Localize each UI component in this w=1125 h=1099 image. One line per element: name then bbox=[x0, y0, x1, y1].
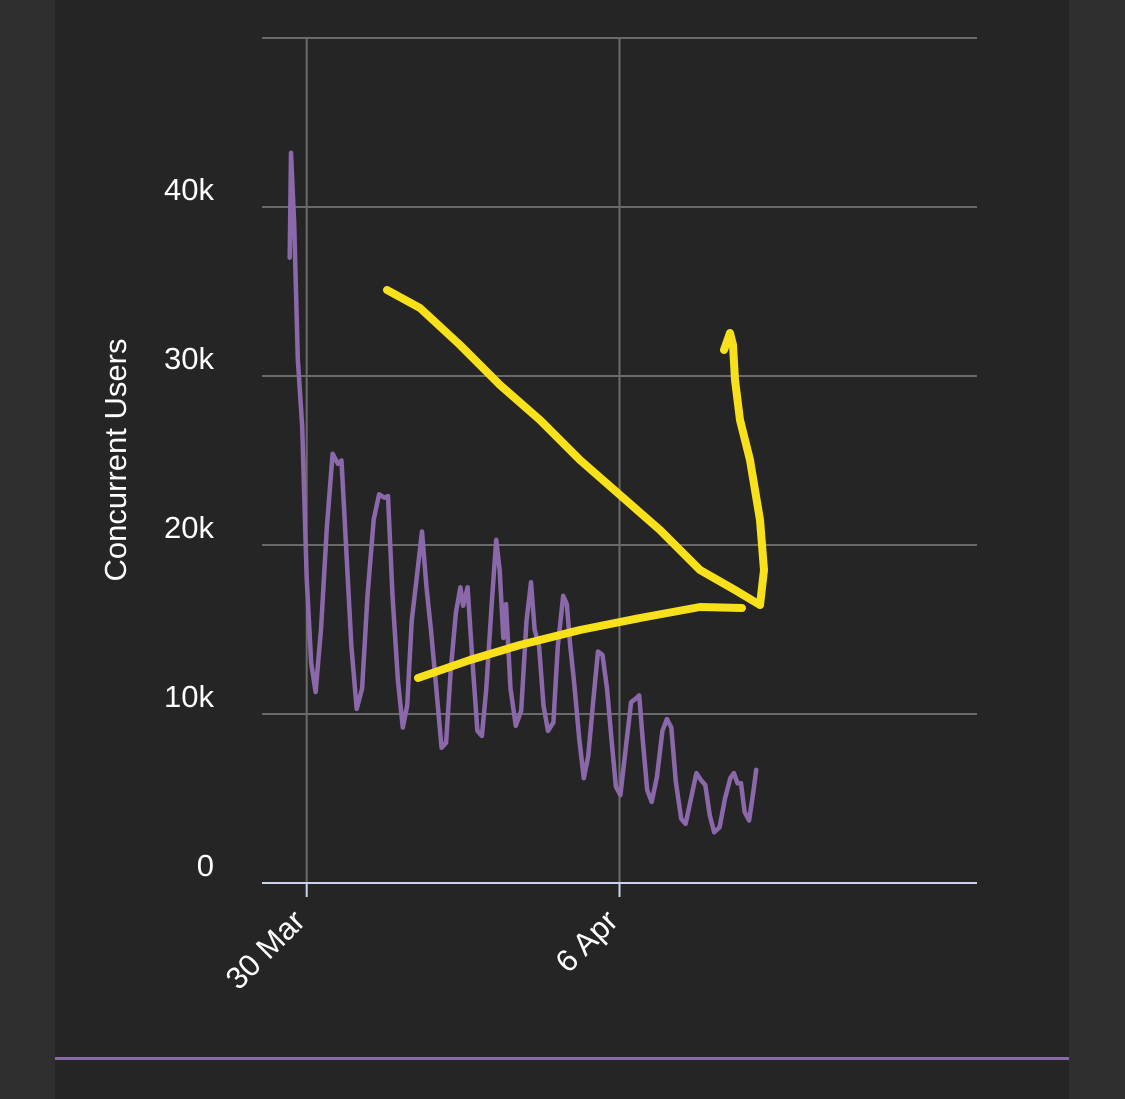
x-tick-label: 30 Mar bbox=[219, 903, 312, 996]
annotation-base-stroke bbox=[414, 603, 746, 682]
panel-bottom-rule bbox=[55, 1057, 1069, 1060]
chart-panel bbox=[55, 0, 1069, 1099]
y-tick-label: 30k bbox=[164, 341, 214, 376]
x-tick-label: 6 Apr bbox=[549, 903, 625, 979]
x-axis-ticks: 30 Mar 6 Apr bbox=[219, 883, 625, 996]
annotation-vertical-stroke bbox=[720, 329, 768, 609]
y-axis-title: Concurrent Users bbox=[98, 339, 133, 582]
y-tick-label: 0 bbox=[197, 848, 214, 883]
annotation-arrow bbox=[383, 286, 768, 682]
y-tick-label: 10k bbox=[164, 679, 214, 714]
series-line bbox=[287, 150, 759, 835]
annotation-diagonal-stroke bbox=[383, 286, 764, 609]
y-axis-ticks: 0 10k 20k 30k 40k bbox=[164, 172, 214, 883]
y-tick-label: 40k bbox=[164, 172, 214, 207]
grid-lines bbox=[262, 37, 977, 883]
y-tick-label: 20k bbox=[164, 510, 214, 545]
